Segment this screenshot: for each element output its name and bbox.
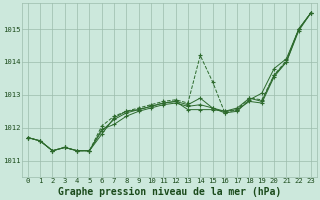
X-axis label: Graphe pression niveau de la mer (hPa): Graphe pression niveau de la mer (hPa) [58,187,281,197]
